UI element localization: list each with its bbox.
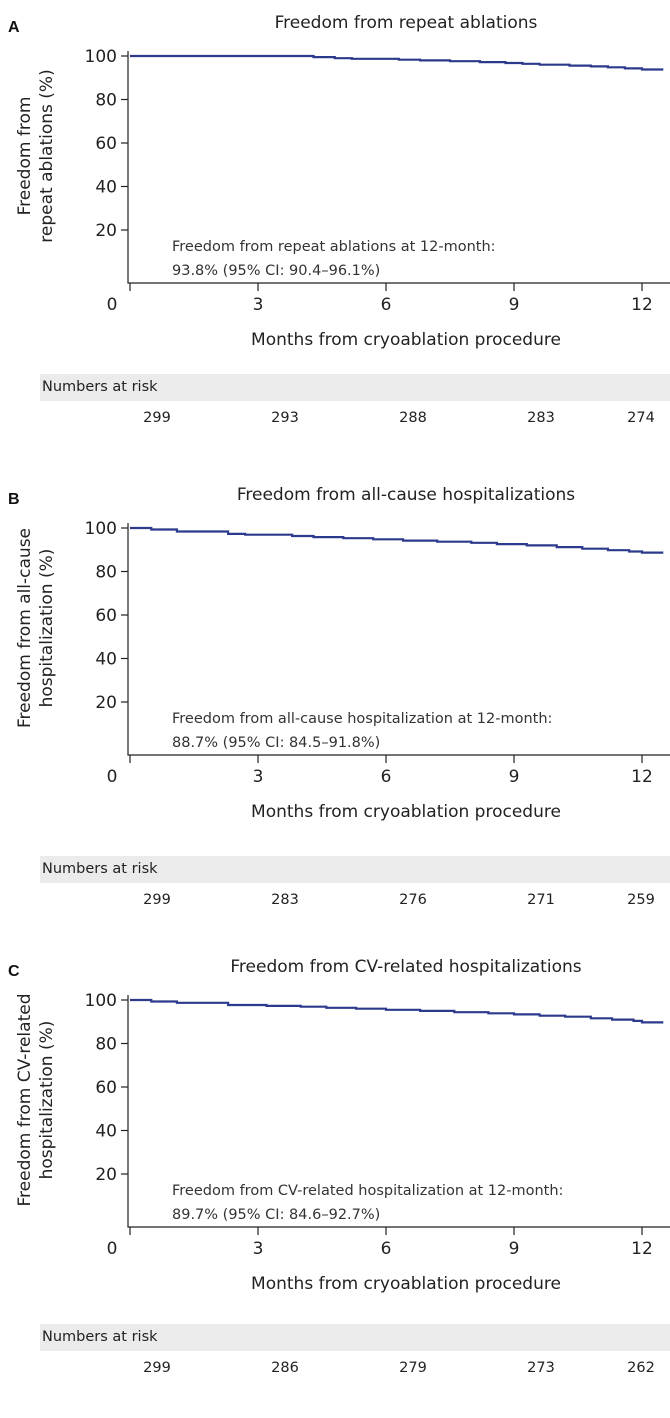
y-tick-label-c-60: 60 (95, 1078, 117, 1098)
x-tick-label-c-6: 6 (381, 1239, 392, 1259)
y-axis-title-b: Freedom from all-cause hospitalization (… (15, 528, 57, 728)
numbers-at-risk-header-a: Numbers at risk (40, 374, 670, 401)
annotation-line2-a: 93.8% (95% CI: 90.4–96.1%) (172, 263, 380, 279)
numbers-at-risk-label-b: Numbers at risk (42, 861, 158, 877)
y-axis-title-line1-b: Freedom from all-cause (15, 528, 35, 728)
x-ticks-b: 0 3 6 9 12 (107, 755, 653, 787)
risk-value-a-9: 283 (527, 410, 555, 426)
km-curve-c (130, 998, 664, 1024)
annotation-line2-c: 89.7% (95% CI: 84.6–92.7%) (172, 1207, 380, 1223)
y-ticks-b: 20 40 60 80 100 (85, 519, 128, 713)
numbers-at-risk-header-c: Numbers at risk (40, 1324, 670, 1351)
y-tick-label-b-80: 80 (95, 563, 117, 583)
y-axis-title-line1-c: Freedom from CV-related (15, 994, 35, 1207)
chart-title-c: Freedom from CV-related hospitalizations (230, 957, 581, 977)
panel-letter-c: C (8, 963, 20, 980)
x-tick-label-a-12: 12 (631, 295, 653, 315)
y-ticks-c: 20 40 60 80 100 (85, 991, 128, 1185)
y-tick-label-a-60: 60 (95, 134, 117, 154)
chart-title-a: Freedom from repeat ablations (275, 13, 538, 33)
y-tick-label-c-40: 40 (95, 1122, 117, 1142)
risk-value-c-0: 299 (143, 1360, 171, 1376)
risk-value-b-3: 283 (271, 892, 299, 908)
y-tick-label-c-80: 80 (95, 1035, 117, 1055)
x-tick-label-b-9: 9 (509, 767, 520, 787)
y-ticks-a: 20 40 60 80 100 (85, 47, 128, 241)
annotation-line1-a: Freedom from repeat ablations at 12-mont… (172, 239, 496, 255)
x-tick-label-b-3: 3 (253, 767, 264, 787)
panel-letter-b: B (8, 491, 20, 508)
km-curve-b (130, 526, 664, 554)
risk-value-b-6: 276 (399, 892, 427, 908)
km-chart-b: B Freedom from all-cause hospitalization… (8, 485, 670, 822)
panel-c: C Freedom from CV-related hospitalizatio… (0, 944, 670, 1416)
km-chart-c: C Freedom from CV-related hospitalizatio… (8, 957, 670, 1294)
annotation-line2-b: 88.7% (95% CI: 84.5–91.8%) (172, 735, 380, 751)
y-axis-title-line2-c: hospitalization (%) (37, 1021, 57, 1180)
x-tick-label-a-0: 0 (107, 295, 118, 315)
risk-value-c-9: 273 (527, 1360, 555, 1376)
y-tick-label-a-80: 80 (95, 91, 117, 111)
numbers-at-risk-label-a: Numbers at risk (42, 379, 158, 395)
annotation-line1-c: Freedom from CV-related hospitalization … (172, 1183, 563, 1199)
x-tick-label-a-9: 9 (509, 295, 520, 315)
chart-title-b: Freedom from all-cause hospitalizations (237, 485, 575, 505)
y-tick-label-c-100: 100 (85, 991, 117, 1011)
numbers-at-risk-values-a: 299 293 288 283 274 (0, 410, 670, 430)
panel-a: A Freedom from repeat ablations Freedom … (0, 0, 670, 472)
y-tick-label-b-100: 100 (85, 519, 117, 539)
x-tick-label-c-3: 3 (253, 1239, 264, 1259)
axes-b (127, 523, 670, 756)
y-tick-label-b-20: 20 (95, 693, 117, 713)
x-axis-title-c: Months from cryoablation procedure (251, 1274, 561, 1294)
y-tick-label-a-40: 40 (95, 178, 117, 198)
axes-c (127, 995, 670, 1228)
y-axis-title-line1-a: Freedom from (15, 97, 35, 216)
x-axis-title-a: Months from cryoablation procedure (251, 330, 561, 350)
risk-value-c-6: 279 (399, 1360, 427, 1376)
risk-value-a-3: 293 (271, 410, 299, 426)
numbers-at-risk-values-b: 299 283 276 271 259 (0, 892, 670, 912)
risk-value-b-12: 259 (627, 892, 655, 908)
y-axis-title-line2-b: hospitalization (%) (37, 549, 57, 708)
x-ticks-c: 0 3 6 9 12 (107, 1227, 653, 1259)
x-tick-label-c-9: 9 (509, 1239, 520, 1259)
x-tick-label-b-0: 0 (107, 767, 118, 787)
x-tick-label-c-0: 0 (107, 1239, 118, 1259)
y-tick-label-a-100: 100 (85, 47, 117, 67)
risk-value-a-6: 288 (399, 410, 427, 426)
km-curve-a (130, 54, 664, 71)
x-axis-title-b: Months from cryoablation procedure (251, 802, 561, 822)
x-ticks-a: 0 3 6 9 12 (107, 283, 653, 315)
risk-value-a-0: 299 (143, 410, 171, 426)
axes-a (127, 51, 670, 284)
y-axis-title-a: Freedom from repeat ablations (%) (15, 69, 57, 242)
risk-value-b-9: 271 (527, 892, 555, 908)
y-axis-title-line2-a: repeat ablations (%) (37, 69, 57, 242)
y-tick-label-b-40: 40 (95, 650, 117, 670)
y-tick-label-b-60: 60 (95, 606, 117, 626)
x-tick-label-b-12: 12 (631, 767, 653, 787)
x-tick-label-a-6: 6 (381, 295, 392, 315)
numbers-at-risk-values-c: 299 286 279 273 262 (0, 1360, 670, 1380)
x-tick-label-b-6: 6 (381, 767, 392, 787)
risk-value-a-12: 274 (627, 410, 655, 426)
risk-value-b-0: 299 (143, 892, 171, 908)
km-chart-a: A Freedom from repeat ablations Freedom … (8, 13, 670, 350)
risk-value-c-3: 286 (271, 1360, 299, 1376)
y-tick-label-a-20: 20 (95, 221, 117, 241)
panel-letter-a: A (8, 19, 20, 36)
numbers-at-risk-header-b: Numbers at risk (40, 856, 670, 883)
x-tick-label-c-12: 12 (631, 1239, 653, 1259)
panel-b: B Freedom from all-cause hospitalization… (0, 472, 670, 944)
x-tick-label-a-3: 3 (253, 295, 264, 315)
risk-value-c-12: 262 (627, 1360, 655, 1376)
y-axis-title-c: Freedom from CV-related hospitalization … (15, 994, 57, 1207)
y-tick-label-c-20: 20 (95, 1165, 117, 1185)
numbers-at-risk-label-c: Numbers at risk (42, 1329, 158, 1345)
annotation-line1-b: Freedom from all-cause hospitalization a… (172, 711, 552, 727)
